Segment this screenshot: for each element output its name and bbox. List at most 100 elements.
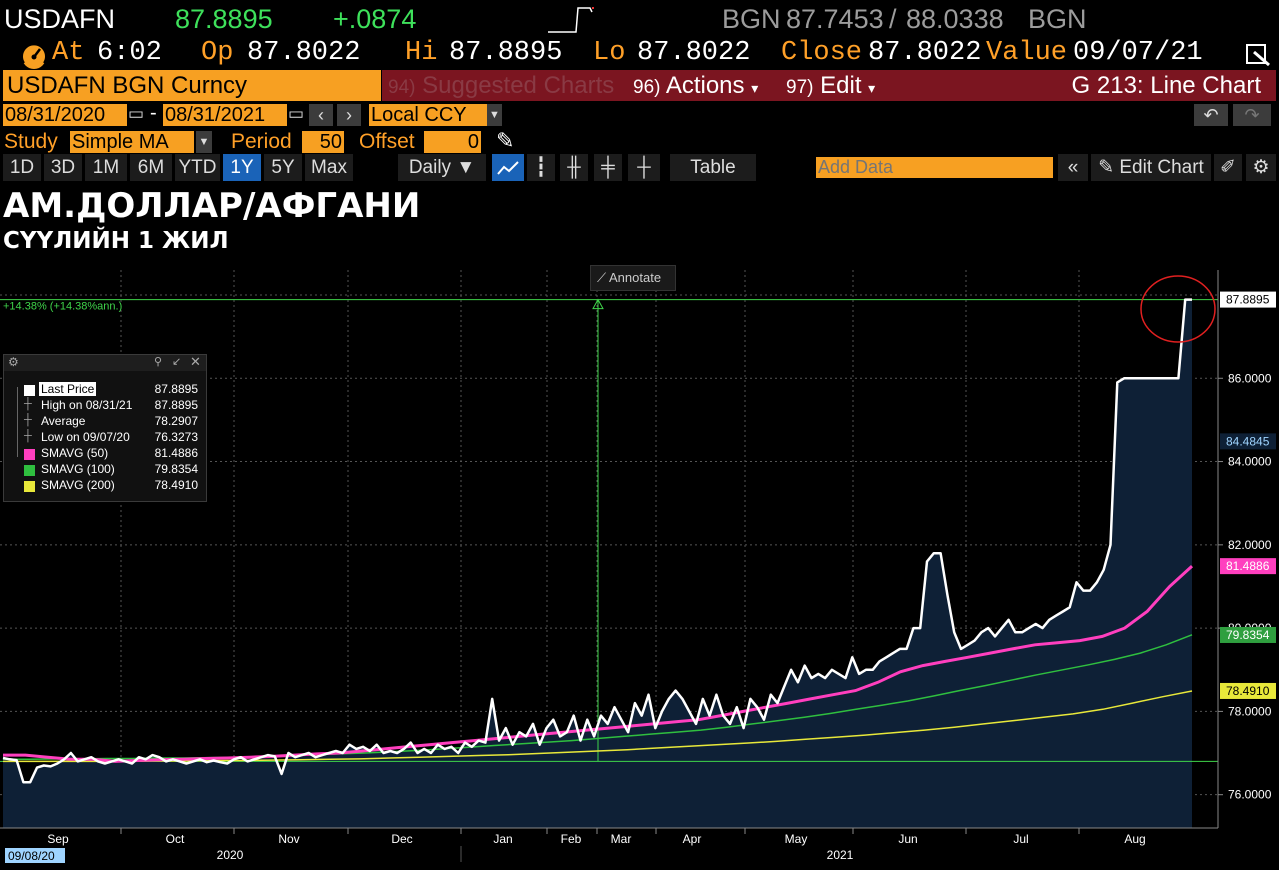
highlight-circle bbox=[1140, 275, 1216, 343]
prev-period-button[interactable]: ‹ bbox=[309, 104, 333, 126]
legend-row[interactable]: ┼ High on 08/31/21 87.8895 bbox=[4, 398, 204, 414]
legend-marker-icon: ┼ bbox=[24, 414, 32, 426]
sparkline-icon bbox=[548, 7, 594, 33]
price-tag: 81.4886 bbox=[1226, 559, 1270, 573]
hlc-chart-icon[interactable]: ┼ bbox=[628, 154, 660, 181]
time: 6:02 bbox=[97, 38, 162, 68]
legend-row[interactable]: ┼ Low on 09/07/20 76.3273 bbox=[4, 430, 204, 446]
range-button-1y[interactable]: 1Y bbox=[223, 154, 261, 181]
price-tag: 79.8354 bbox=[1226, 628, 1270, 642]
export-icon[interactable] bbox=[1244, 42, 1274, 68]
x-tick-label: Apr bbox=[683, 832, 702, 846]
frequency-label: Daily bbox=[408, 157, 452, 178]
x-tick-label: Dec bbox=[391, 832, 412, 846]
legend-row[interactable]: SMAVG (100) 79.8354 bbox=[4, 462, 204, 478]
gauge-icon[interactable] bbox=[18, 41, 50, 69]
study-select[interactable]: Simple MA bbox=[70, 131, 194, 153]
legend-shrink-icon[interactable]: ↙ bbox=[172, 356, 182, 368]
x-tick-label: Jun bbox=[898, 832, 917, 846]
period-field[interactable]: 50 bbox=[302, 131, 344, 153]
change-label: +14.38% (+14.38%ann.) bbox=[3, 301, 122, 313]
year-label: 2021 bbox=[827, 848, 854, 862]
calendar-icon[interactable]: ▭ bbox=[128, 104, 145, 123]
start-date-field[interactable]: 08/31/2020 bbox=[3, 104, 127, 126]
suggested-label: Suggested Charts bbox=[422, 72, 615, 99]
page-title: G 213: Line Chart bbox=[892, 70, 1276, 101]
price-tag-bg bbox=[1220, 558, 1276, 575]
legend-row[interactable]: SMAVG (50) 81.4886 bbox=[4, 446, 204, 462]
pencil-icon[interactable]: ✎ bbox=[496, 128, 515, 153]
y-tick-label: 82.0000 bbox=[1228, 538, 1272, 552]
legend-row[interactable]: ┼ Average 78.2907 bbox=[4, 414, 204, 430]
high-value: 87.8895 bbox=[449, 38, 563, 68]
x-tick-label: Jul bbox=[1013, 832, 1028, 846]
source-left: BGN bbox=[722, 4, 781, 34]
security-field[interactable]: USDAFN BGN Curncy bbox=[3, 70, 381, 101]
open-value: 87.8022 bbox=[247, 38, 361, 68]
legend-value: 81.4886 bbox=[154, 446, 198, 460]
currency-select[interactable]: Local CCY bbox=[369, 104, 487, 126]
ohlc-chart-icon[interactable]: ╪ bbox=[594, 154, 622, 181]
legend-marker-icon: ┼ bbox=[24, 398, 32, 410]
price-tag: 84.4845 bbox=[1226, 434, 1270, 448]
edit-caret-icon: ▾ bbox=[868, 80, 876, 96]
edit-num: 97) bbox=[786, 77, 814, 98]
x-tick-label: Feb bbox=[561, 832, 582, 846]
range-button-1d[interactable]: 1D bbox=[3, 154, 41, 181]
brush-icon[interactable]: ✐ bbox=[1214, 154, 1242, 181]
legend-label: Last Price bbox=[39, 382, 97, 396]
bar-chart-icon[interactable]: ╫ bbox=[560, 154, 588, 181]
table-button[interactable]: Table bbox=[670, 154, 756, 181]
legend-gear-icon[interactable]: ⚙ bbox=[8, 355, 19, 369]
edit-label: Edit bbox=[820, 72, 862, 99]
legend-swatch bbox=[24, 385, 35, 396]
price-chart[interactable]: +14.38% (+14.38%ann.)76.000078.000080.00… bbox=[0, 262, 1279, 870]
quote-header: USDAFN 87.8895 +.0874 BGN 87.7453 / 88.0… bbox=[0, 0, 1279, 38]
legend-row[interactable]: Last Price 87.8895 bbox=[4, 382, 204, 398]
chart-subtitle: СҮҮЛИЙН 1 ЖИЛ bbox=[3, 228, 229, 254]
actions-menu[interactable]: 96) Actions ▾ bbox=[627, 70, 781, 101]
measure-arrow-icon bbox=[592, 298, 604, 310]
calendar-icon[interactable]: ▭ bbox=[288, 104, 305, 123]
frequency-select[interactable]: Daily ▼ bbox=[398, 154, 486, 181]
legend-header: ⚙ ⚲ ↙ ✕ bbox=[4, 354, 206, 371]
legend-pin-icon[interactable]: ⚲ bbox=[154, 356, 163, 368]
range-button-3d[interactable]: 3D bbox=[44, 154, 82, 181]
collapse-icon[interactable]: « bbox=[1058, 154, 1088, 181]
next-period-button[interactable]: › bbox=[337, 104, 361, 126]
settings-gear-icon[interactable]: ⚙ bbox=[1246, 154, 1276, 181]
legend-panel[interactable]: ⚙ ⚲ ↙ ✕ Last Price 87.8895 ┼ High on 08/31/… bbox=[3, 354, 207, 502]
annotate-button[interactable]: ⟋ Annotate bbox=[590, 265, 676, 291]
edit-chart-button[interactable]: ✎ Edit Chart bbox=[1091, 154, 1211, 181]
range-button-1m[interactable]: 1M bbox=[85, 154, 127, 181]
x-tick-label: Mar bbox=[611, 832, 632, 846]
price-tag: 78.4910 bbox=[1226, 684, 1270, 698]
edit-menu[interactable]: 97) Edit ▾ bbox=[780, 70, 893, 101]
legend-close-icon[interactable]: ✕ bbox=[190, 354, 201, 369]
actions-num: 96) bbox=[633, 77, 661, 98]
price-area bbox=[3, 299, 1192, 829]
legend-value: 87.8895 bbox=[154, 382, 198, 396]
legend-label: SMAVG (50) bbox=[41, 446, 109, 460]
legend-value: 87.8895 bbox=[154, 398, 198, 412]
frequency-caret-icon: ▼ bbox=[456, 157, 476, 178]
candle-chart-icon[interactable]: ┇ bbox=[527, 154, 555, 181]
add-data-input[interactable] bbox=[816, 157, 1053, 178]
ask-price: 88.0338 bbox=[906, 4, 1004, 34]
range-button-6m[interactable]: 6M bbox=[130, 154, 172, 181]
legend-row[interactable]: SMAVG (200) 78.4910 bbox=[4, 478, 204, 494]
price-tag-bg bbox=[1220, 433, 1276, 450]
line-chart-icon[interactable] bbox=[492, 154, 524, 181]
range-button-ytd[interactable]: YTD bbox=[175, 154, 220, 181]
range-button-max[interactable]: Max bbox=[305, 154, 353, 181]
currency-caret-icon[interactable]: ▼ bbox=[487, 104, 502, 126]
range-button-5y[interactable]: 5Y bbox=[264, 154, 302, 181]
redo-button[interactable]: ↷ bbox=[1233, 104, 1271, 126]
study-caret-icon[interactable]: ▼ bbox=[196, 131, 212, 153]
offset-field[interactable]: 0 bbox=[424, 131, 481, 153]
suggested-charts-menu[interactable]: 94) Suggested Charts bbox=[382, 70, 629, 101]
end-date-field[interactable]: 08/31/2021 bbox=[163, 104, 287, 126]
undo-button[interactable]: ↶ bbox=[1194, 104, 1228, 126]
source-right: BGN bbox=[1028, 4, 1087, 34]
x-tick-label: Aug bbox=[1124, 832, 1145, 846]
